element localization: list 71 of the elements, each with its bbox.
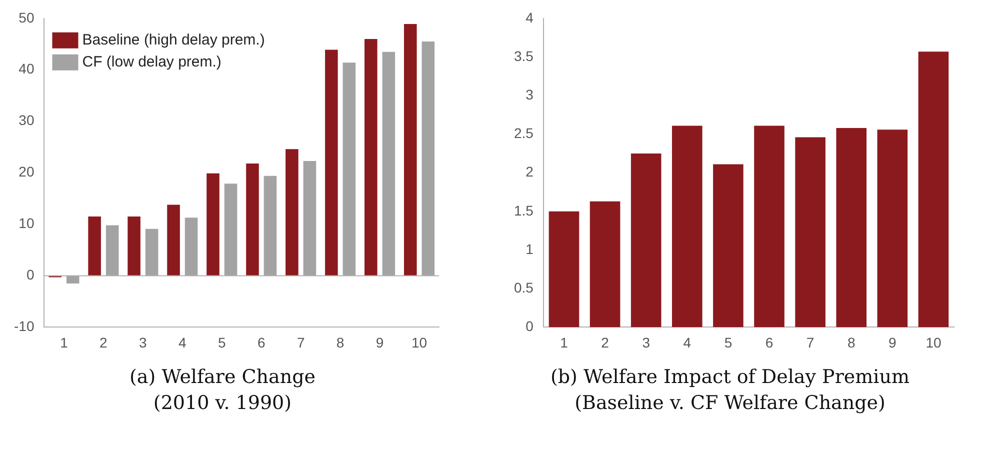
bar: [264, 176, 277, 276]
x-tick-label: 2: [601, 334, 610, 350]
bar: [548, 211, 580, 328]
x-tick-label: 7: [806, 334, 814, 350]
bar: [325, 50, 338, 276]
bar: [88, 216, 101, 276]
bar: [422, 42, 435, 276]
bar: [224, 184, 238, 276]
y-tick-label: 3.5: [514, 48, 534, 64]
y-tick-label: 3: [526, 86, 534, 102]
x-tick-label: 9: [888, 334, 897, 350]
bar: [206, 173, 220, 276]
legend-label: CF (low delay prem.): [82, 54, 222, 71]
bar: [754, 126, 784, 328]
x-tick-label: 4: [683, 334, 692, 350]
legend-label: Baseline (high delay prem.): [82, 32, 265, 49]
bar: [128, 216, 140, 276]
y-tick-label: 10: [18, 215, 34, 232]
x-tick-label: 3: [642, 334, 650, 350]
bar: [145, 228, 158, 276]
x-tick-label: 6: [765, 334, 774, 350]
y-tick-label: 0: [26, 266, 34, 283]
text: (2010 v. 1990): [152, 391, 293, 416]
bar: [713, 164, 744, 328]
x-tick-label: 7: [296, 334, 305, 350]
y-tick-label: 30: [18, 112, 34, 128]
y-tick-label: 40: [18, 60, 34, 77]
x-tick-label: 10: [411, 334, 428, 350]
x-tick-label: 9: [376, 334, 384, 350]
x-tick-label: 5: [724, 334, 732, 350]
bar: [106, 225, 119, 276]
x-tick-label: 1: [560, 334, 568, 350]
x-tick-label: 3: [139, 334, 148, 350]
bar: [836, 128, 867, 328]
y-tick-label: 20: [18, 164, 34, 180]
y-tick-label: 1: [526, 240, 534, 257]
y-tick-label: 0.5: [514, 279, 534, 296]
bar: [630, 154, 662, 328]
bar: [184, 218, 198, 276]
x-tick-label: 8: [336, 334, 344, 350]
text: (b) Welfare Impact of Delay Premium: [549, 365, 910, 390]
bar: [795, 137, 826, 328]
x-tick-label: 2: [100, 334, 108, 350]
bar: [286, 149, 298, 276]
bar: [672, 126, 702, 328]
bar: [590, 201, 620, 328]
x-tick-label: 10: [926, 334, 942, 350]
bar: [167, 204, 180, 276]
x-tick-label: 8: [847, 334, 856, 350]
bar: [382, 52, 396, 276]
x-tick-label: 4: [178, 334, 187, 350]
bar: [246, 164, 259, 276]
y-tick-label: 1.5: [514, 202, 534, 218]
y-tick-label: 4: [526, 9, 534, 26]
bar: [918, 52, 949, 328]
bar: [342, 62, 356, 276]
y-tick-label: 0: [526, 318, 534, 334]
y-tick-label: -10: [14, 318, 34, 334]
x-tick-label: 1: [60, 334, 68, 350]
text: (a) Welfare Change: [128, 365, 316, 390]
bar: [877, 130, 908, 328]
y-tick-label: 2: [526, 164, 534, 180]
text: (Baseline v. CF Welfare Change): [574, 391, 886, 416]
bar: [303, 160, 316, 276]
x-tick-label: 6: [257, 334, 266, 350]
bar: [404, 24, 417, 276]
y-tick-label: 2.5: [514, 125, 534, 142]
y-tick-label: 50: [18, 9, 34, 26]
bar: [364, 38, 378, 276]
x-tick-label: 5: [218, 334, 226, 350]
bar: [66, 276, 80, 284]
